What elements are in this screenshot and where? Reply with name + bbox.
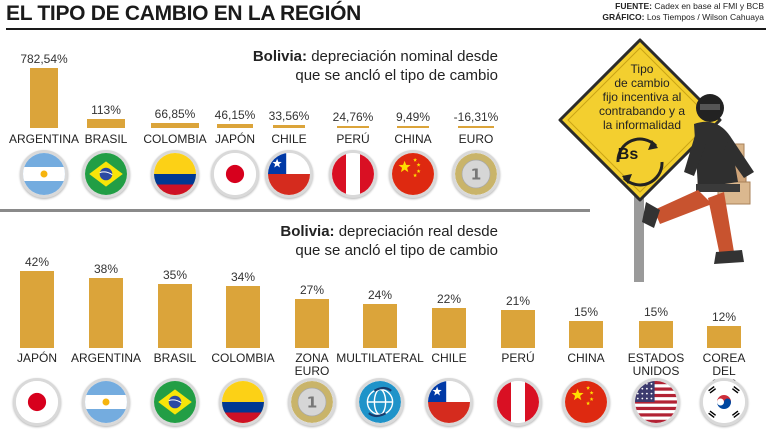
- real-category-label: COLOMBIA: [211, 351, 275, 365]
- flag-argentina-icon: [82, 378, 130, 426]
- smuggler-illustration: [558, 38, 754, 282]
- real-category-label: ESTADOS UNIDOS: [627, 351, 685, 378]
- real-bar: [20, 271, 54, 348]
- svg-text:1: 1: [307, 394, 318, 412]
- svg-text:1: 1: [471, 166, 482, 184]
- graphic-credit: GRÁFICO: Los Tiempos / Wilson Cahuaya: [600, 12, 764, 22]
- graphic-label: GRÁFICO:: [602, 12, 645, 22]
- flag-chile-icon: [265, 150, 313, 198]
- nominal-value-label: 9,49%: [395, 110, 431, 124]
- flag-china-icon: [562, 378, 610, 426]
- section-divider: [0, 209, 590, 212]
- nominal-value-label: 113%: [91, 103, 121, 118]
- real-category-label: ARGENTINA: [70, 351, 142, 365]
- flag-brazil-icon: [82, 150, 130, 198]
- flag-colombia-icon: [219, 378, 267, 426]
- nominal-value-label: -16,31%: [453, 110, 499, 124]
- source-value: Cadex en base al FMI y BCB: [654, 1, 764, 11]
- globe-icon: [356, 378, 404, 426]
- chart-nominal-title-bold: Bolivia:: [252, 48, 308, 65]
- bolivianos-exchange-icon: [616, 137, 664, 187]
- chart-nominal-title: Bolivia: depreciación nominal desde que …: [253, 47, 498, 85]
- nominal-bar: [273, 125, 305, 128]
- real-category-label: PERÚ: [501, 351, 535, 365]
- nominal-category-label: BRASIL: [84, 132, 128, 146]
- real-value-label: 24%: [367, 288, 393, 303]
- nominal-category-label: PERÚ: [336, 132, 370, 146]
- graphic-value: Los Tiempos / Wilson Cahuaya: [646, 12, 764, 22]
- real-category-label: BRASIL: [153, 351, 197, 365]
- euro-coin: 1: [288, 378, 336, 426]
- page-title: EL TIPO DE CAMBIO EN LA REGIÓN: [6, 2, 362, 25]
- source-credit: FUENTE: Cadex en base al FMI y BCB: [600, 1, 764, 11]
- real-value-label: 22%: [436, 291, 462, 306]
- real-value-label: 15%: [643, 304, 669, 319]
- nominal-bar: [30, 68, 58, 128]
- real-value-label: 15%: [573, 304, 599, 319]
- flag-chile-icon: [425, 378, 473, 426]
- sign-text: Tipo de cambio fijo incentiva al contrab…: [598, 62, 686, 132]
- source-label: FUENTE:: [615, 1, 653, 11]
- nominal-value-label: 24,76%: [332, 110, 374, 124]
- chart-nominal-title-line1: depreciación nominal desde: [311, 48, 498, 65]
- real-category-label: MULTILATERAL: [336, 351, 424, 365]
- flag-japan-icon: [13, 378, 61, 426]
- flag-argentina-icon: [20, 150, 68, 198]
- nominal-category-label: COLOMBIA: [143, 132, 207, 146]
- chart-real-title-line1: depreciación real desde: [338, 223, 498, 240]
- nominal-category-label: EURO: [458, 132, 494, 146]
- real-category-label: CHINA: [567, 351, 605, 365]
- flag-brazil-icon: [151, 378, 199, 426]
- real-bar: [295, 298, 329, 348]
- nominal-bar: [458, 126, 494, 128]
- nominal-value-label: 33,56%: [268, 109, 310, 124]
- real-bar: [363, 304, 397, 348]
- chart-real-title-line2: que se ancló el tipo de cambio: [295, 242, 498, 259]
- real-value-label: 35%: [162, 267, 188, 282]
- nominal-category-label: CHINA: [394, 132, 432, 146]
- nominal-value-label: 66,85%: [154, 106, 196, 121]
- nominal-bar: [151, 122, 199, 128]
- sign-currency-symbol: Bs: [617, 146, 639, 163]
- nominal-bar: [337, 126, 369, 128]
- real-value-label: 34%: [230, 269, 256, 284]
- flag-peru-icon: [494, 378, 542, 426]
- flag-china-icon: [389, 150, 437, 198]
- nominal-bar: [217, 124, 253, 128]
- real-category-label: ZONA EURO: [294, 351, 330, 378]
- nominal-value-label: 46,15%: [214, 108, 256, 123]
- real-category-label: JAPÓN: [16, 351, 58, 365]
- real-value-label: 21%: [505, 293, 531, 308]
- title-rule: [6, 28, 766, 30]
- real-value-label: 38%: [93, 262, 119, 277]
- real-bar: [569, 320, 603, 348]
- nominal-bar: [87, 119, 125, 128]
- nominal-category-label: JAPÓN: [214, 132, 256, 146]
- flag-japan-icon: [211, 150, 259, 198]
- warning-sign-icon: [558, 38, 722, 202]
- real-value-label: 27%: [299, 282, 325, 297]
- real-bar: [226, 285, 260, 348]
- euro-coin: 1: [452, 150, 500, 198]
- flag-peru-icon: [329, 150, 377, 198]
- chart-real-title-bold: Bolivia:: [280, 223, 335, 240]
- nominal-value-label: 782,54%: [20, 52, 68, 67]
- real-bar: [158, 283, 192, 348]
- flag-usa-icon: [632, 378, 680, 426]
- nominal-category-label: CHILE: [271, 132, 307, 146]
- real-bar: [432, 307, 466, 348]
- real-value-label: 42%: [24, 255, 50, 270]
- flag-colombia-icon: [151, 150, 199, 198]
- real-bar: [501, 309, 535, 348]
- real-bar: [89, 278, 123, 348]
- chart-nominal-title-line2: que se ancló el tipo de cambio: [295, 67, 498, 84]
- real-category-label: CHILE: [431, 351, 467, 365]
- nominal-category-label: ARGENTINA: [8, 132, 80, 146]
- chart-real-title: Bolivia: depreciación real desde que se …: [280, 222, 498, 260]
- real-bar: [707, 326, 741, 348]
- real-value-label: 12%: [711, 310, 737, 325]
- flag-korea-icon: [700, 378, 748, 426]
- nominal-bar: [397, 126, 429, 128]
- real-bar: [639, 320, 673, 348]
